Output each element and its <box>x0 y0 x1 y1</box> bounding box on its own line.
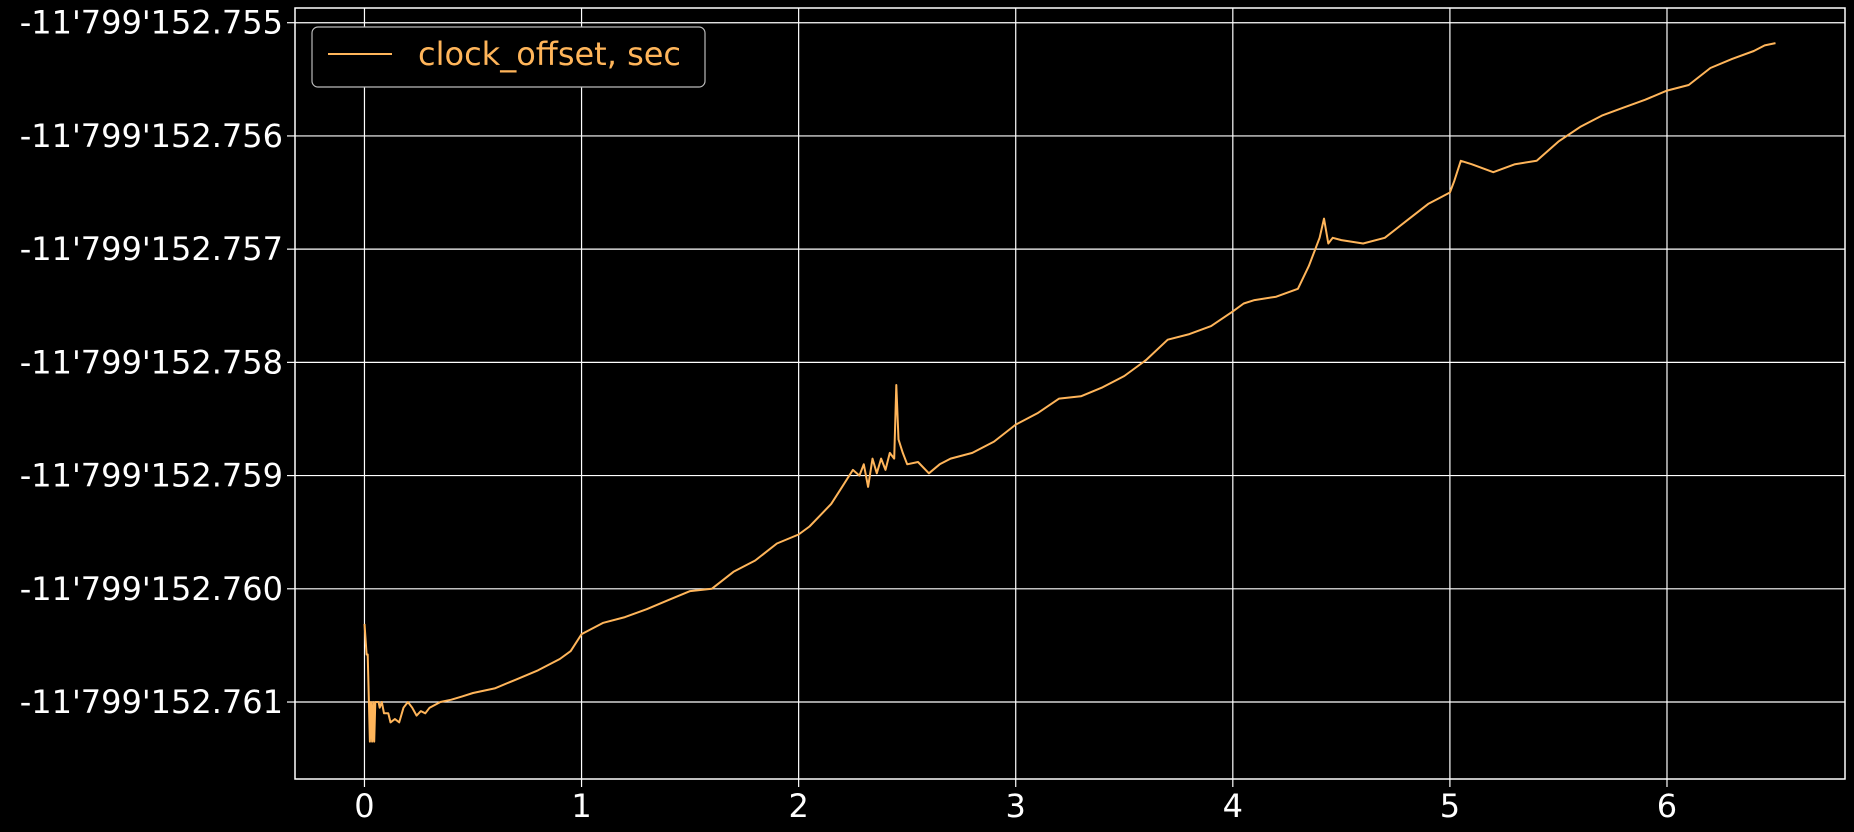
legend: clock_offset, sec <box>311 26 706 88</box>
series-line-clock-offset <box>363 42 1776 743</box>
y-tick-label: -11'799'152.759 <box>20 457 283 495</box>
y-tick-label: -11'799'152.758 <box>20 343 283 381</box>
legend-label: clock_offset, sec <box>418 35 681 73</box>
x-axis-tick-labels: 0 1 2 3 4 5 6 <box>354 787 1677 825</box>
x-tick-label: 2 <box>788 787 808 825</box>
x-tick-label: 3 <box>1006 787 1026 825</box>
y-axis-tick-labels: -11'799'152.761 -11'799'152.760 -11'799'15… <box>20 4 283 721</box>
y-tick-label: -11'799'152.760 <box>20 570 283 608</box>
legend-box <box>311 26 706 88</box>
y-tick-label: -11'799'152.755 <box>20 4 283 42</box>
y-tick-label: -11'799'152.757 <box>20 230 283 268</box>
x-tick-label: 4 <box>1223 787 1243 825</box>
x-tick-label: 6 <box>1657 787 1677 825</box>
y-tick-label: -11'799'152.761 <box>20 683 283 721</box>
grid-lines <box>287 8 1845 787</box>
x-tick-label: 1 <box>571 787 591 825</box>
x-tick-label: 0 <box>354 787 374 825</box>
y-tick-label: -11'799'152.756 <box>20 117 283 155</box>
plot-frame <box>294 7 1846 780</box>
x-tick-label: 5 <box>1440 787 1460 825</box>
